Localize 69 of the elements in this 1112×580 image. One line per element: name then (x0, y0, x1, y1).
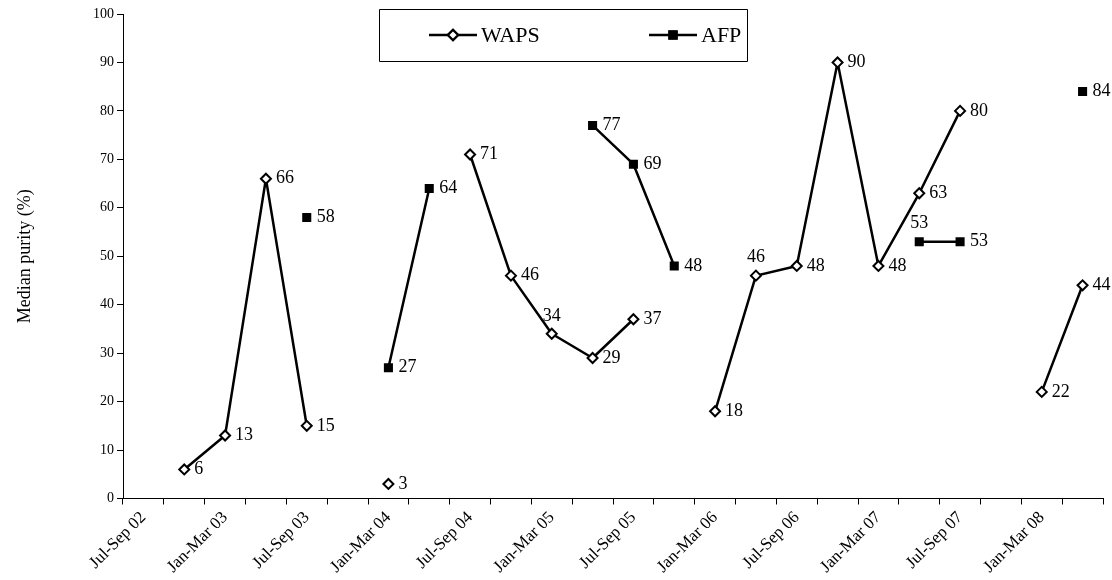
data-label: 84 (1092, 80, 1111, 101)
point (669, 261, 679, 271)
point (954, 104, 967, 117)
data-label: 71 (480, 143, 499, 164)
point (914, 237, 924, 247)
point (790, 259, 803, 272)
data-label: 15 (316, 414, 335, 435)
data-label: 64 (439, 177, 458, 198)
point (1035, 385, 1048, 398)
point (382, 477, 395, 490)
point (955, 237, 965, 247)
y-tick-label: 60 (100, 199, 114, 215)
data-label: 63 (929, 182, 948, 202)
data-label: 22 (1051, 380, 1070, 401)
data-label: 53 (970, 230, 989, 251)
data-label: 53 (910, 212, 929, 233)
data-label: 29 (602, 346, 621, 367)
y-tick-label: 30 (100, 344, 114, 360)
data-label: 18 (725, 400, 744, 421)
point (259, 172, 272, 185)
y-axis-title: Median purity (%) (13, 189, 35, 324)
y-tick-label: 0 (107, 490, 114, 506)
data-label: 80 (970, 99, 989, 120)
y-tick-label: 10 (100, 441, 114, 457)
point (219, 429, 232, 442)
y-tick-label: 80 (100, 102, 114, 118)
point (588, 120, 598, 130)
data-label: 13 (235, 424, 254, 445)
point (628, 159, 638, 169)
point (1076, 279, 1089, 292)
data-label: 48 (684, 254, 703, 275)
data-label: 66 (275, 167, 294, 188)
data-label: 48 (888, 254, 907, 275)
data-label: 58 (316, 206, 335, 227)
point (383, 363, 393, 373)
data-label: 69 (643, 152, 662, 173)
point (627, 313, 640, 326)
data-label: 27 (398, 356, 417, 377)
point (178, 463, 191, 476)
point (424, 183, 434, 193)
data-label: 3 (398, 472, 408, 493)
legend-label: AFP (701, 21, 742, 47)
data-label: 46 (520, 264, 539, 285)
point (545, 327, 558, 340)
y-tick-label: 70 (100, 151, 114, 167)
point (872, 259, 885, 272)
y-tick-label: 20 (100, 393, 114, 409)
data-label: 48 (806, 254, 825, 275)
y-tick-label: 50 (100, 247, 114, 263)
data-label: 90 (847, 51, 866, 72)
data-label: 6 (194, 458, 204, 479)
point (913, 187, 926, 200)
data-label: 44 (1092, 274, 1111, 295)
point (504, 269, 517, 282)
data-label: 34 (542, 304, 561, 325)
point (586, 351, 599, 364)
point (464, 148, 477, 161)
data-label: 37 (643, 307, 662, 328)
point (1078, 86, 1088, 97)
point (749, 269, 762, 282)
data-label: 77 (602, 114, 621, 135)
point (302, 212, 312, 223)
legend-label: WAPS (481, 21, 540, 47)
data-label: 46 (746, 246, 765, 267)
y-tick-label: 40 (100, 296, 114, 312)
point (300, 419, 313, 432)
y-tick-label: 100 (93, 5, 114, 21)
point (709, 405, 722, 418)
y-tick-label: 90 (100, 54, 114, 70)
